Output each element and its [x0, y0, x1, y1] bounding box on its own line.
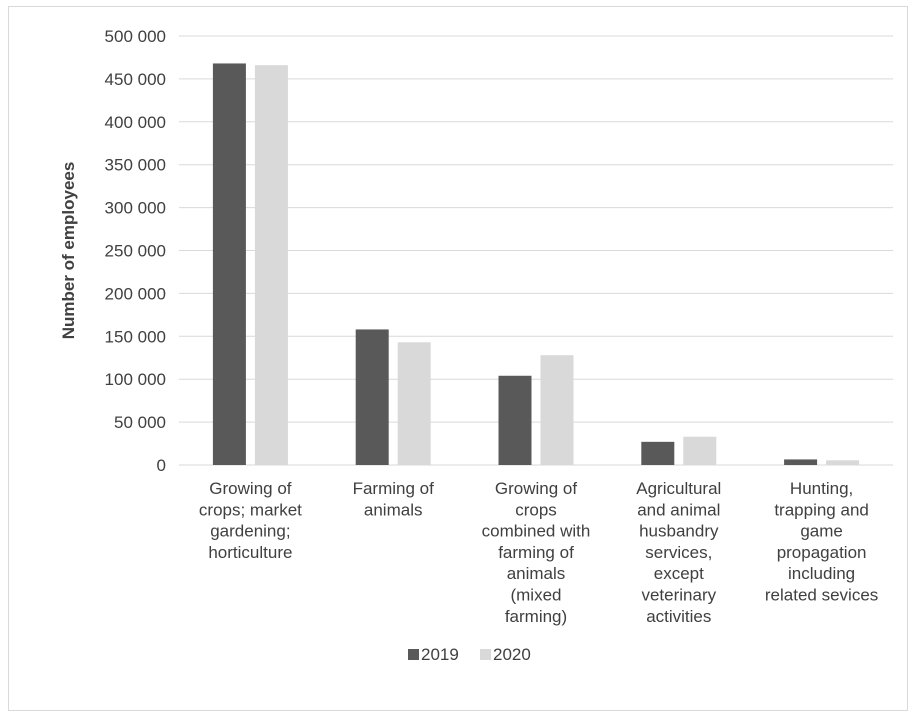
y-tick-label: 300 000: [105, 199, 166, 218]
legend-label-2019: 2019: [421, 645, 459, 664]
category-label: Farming of animals: [353, 479, 435, 519]
y-tick-label: 350 000: [105, 156, 166, 175]
y-axis-label: Number of employees: [59, 162, 78, 340]
legend-swatch-2020: [480, 649, 491, 660]
bar-2020-4: [826, 460, 859, 465]
bar-2020-0: [255, 65, 288, 465]
category-label: Agricultural and animal husbandry services,…: [636, 479, 721, 626]
y-tick-label: 50 000: [114, 413, 166, 432]
y-tick-label: 150 000: [105, 327, 166, 346]
y-tick-label: 400 000: [105, 113, 166, 132]
bar-2019-2: [499, 376, 532, 465]
category-label: Hunting, trapping and game propagation inclu…: [765, 479, 878, 605]
bar-2019-0: [213, 63, 246, 465]
y-tick-label: 500 000: [105, 27, 166, 46]
category-label: Growing of crops; market gardening; horticu…: [199, 479, 302, 562]
category-label: Growing of crops combined with farming of an…: [482, 479, 591, 626]
bar-2020-2: [541, 355, 574, 465]
bar-2020-3: [683, 437, 716, 465]
bar-2019-3: [641, 442, 674, 465]
y-tick-label: 100 000: [105, 370, 166, 389]
bar-2019-1: [356, 329, 389, 465]
y-tick-label: 250 000: [105, 242, 166, 261]
legend-swatch-2019: [408, 649, 419, 660]
y-tick-label: 0: [157, 456, 166, 475]
bar-2020-1: [398, 342, 431, 465]
bar-2019-4: [784, 459, 817, 465]
y-tick-label: 200 000: [105, 284, 166, 303]
legend-label-2020: 2020: [493, 645, 531, 664]
y-tick-label: 450 000: [105, 70, 166, 89]
